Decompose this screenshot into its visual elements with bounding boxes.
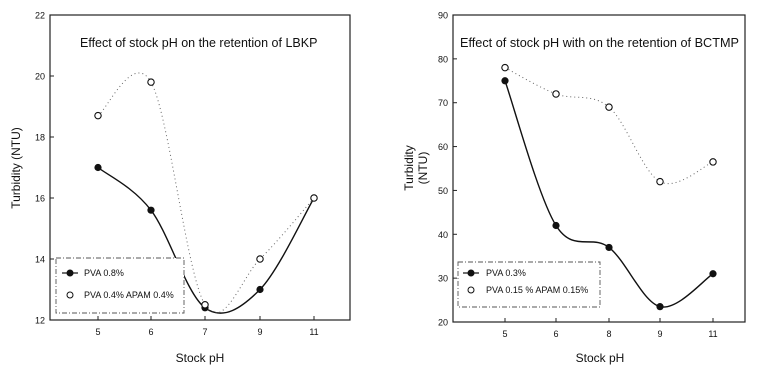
right-y-tick-label: 90 [438, 11, 448, 21]
right-series-2-point [501, 63, 509, 72]
right-y-tick-label: 20 [438, 318, 448, 328]
left-y-tick-label: 20 [35, 72, 45, 82]
left-y-axis-label: Turbidity (NTU) [9, 127, 23, 209]
right-x-axis-label: Stock pH [576, 351, 625, 365]
right-legend: PVA 0.3% PVA 0.15 % APAM 0.15% [457, 261, 601, 308]
left-series-1-point [256, 285, 264, 294]
left-y-tick-label: 12 [35, 316, 45, 326]
right-series-1-point [501, 77, 509, 85]
right-x-tick-label: 5 [502, 329, 507, 339]
right-chart-title: Effect of stock pH with on the retention… [460, 36, 739, 50]
left-legend-marker-apam [66, 291, 74, 299]
left-series-2-point [147, 78, 155, 86]
right-series-1-point [656, 303, 664, 311]
left-legend-label-pva: PVA 0.8% [84, 268, 124, 278]
left-legend-box [55, 257, 185, 314]
right-series-2-point [605, 103, 613, 111]
right-legend-marker-apam [467, 286, 475, 294]
right-series-2-point [656, 177, 664, 186]
left-series-1-point [94, 163, 102, 172]
right-y-axis-label-line2: (NTU) [416, 152, 430, 185]
right-y-tick-label: 60 [438, 142, 448, 152]
right-series-2-point [552, 90, 560, 98]
left-x-tick-label: 6 [148, 327, 153, 337]
right-series-1-point [605, 243, 613, 252]
right-y-tick-label: 30 [438, 274, 448, 284]
left-y-tick-label: 14 [35, 255, 45, 265]
left-x-tick-label: 5 [95, 327, 100, 337]
right-series-1-curve [504, 80, 714, 308]
right-legend-box [457, 261, 601, 308]
left-x-tick-label: 7 [202, 327, 207, 337]
right-series-1-point [552, 221, 560, 230]
chart-left: Effect of stock pH on the retention of L… [9, 11, 351, 365]
right-y-tick-label: 80 [438, 54, 448, 64]
left-series-2-point [201, 300, 209, 309]
left-x-tick-label: 9 [257, 327, 262, 337]
right-legend-label-pva: PVA 0.3% [486, 268, 526, 278]
right-series-2-curve [504, 67, 714, 184]
right-legend-label-apam: PVA 0.15 % APAM 0.15% [486, 285, 588, 295]
left-x-tick-label: 11 [309, 327, 318, 337]
left-series-1-point [147, 206, 155, 214]
left-legend-label-apam: PVA 0.4% APAM 0.4% [84, 290, 174, 300]
chart-right: Effect of stock pH with on the retention… [402, 11, 746, 365]
right-x-tick-label: 8 [606, 329, 611, 339]
right-legend-marker-pva [467, 269, 475, 277]
left-plot-frame [49, 14, 351, 321]
right-y-tick-label: 70 [438, 98, 448, 108]
left-y-tick-label: 18 [35, 133, 45, 143]
left-series-2-point [256, 255, 264, 263]
right-x-tick-label: 6 [553, 329, 558, 339]
right-x-tick-label: 11 [708, 329, 717, 339]
right-series-2-point [709, 158, 717, 166]
right-series-1-point [709, 270, 717, 278]
left-x-axis-label: Stock pH [176, 351, 225, 365]
left-series-2-point [310, 194, 318, 202]
left-legend-marker-pva [66, 269, 74, 277]
right-y-axis-label-line1: Turbidity [402, 145, 416, 191]
right-plot-frame [452, 14, 746, 323]
left-legend: PVA 0.8% PVA 0.4% APAM 0.4% [55, 257, 185, 314]
left-y-tick-label: 16 [35, 194, 45, 204]
left-y-tick-label: 22 [35, 11, 45, 21]
left-series-2-point [94, 111, 102, 120]
right-y-tick-label: 50 [438, 186, 448, 196]
right-x-tick-label: 9 [657, 329, 662, 339]
left-chart-title: Effect of stock pH on the retention of L… [80, 36, 317, 50]
right-y-tick-label: 40 [438, 230, 448, 240]
